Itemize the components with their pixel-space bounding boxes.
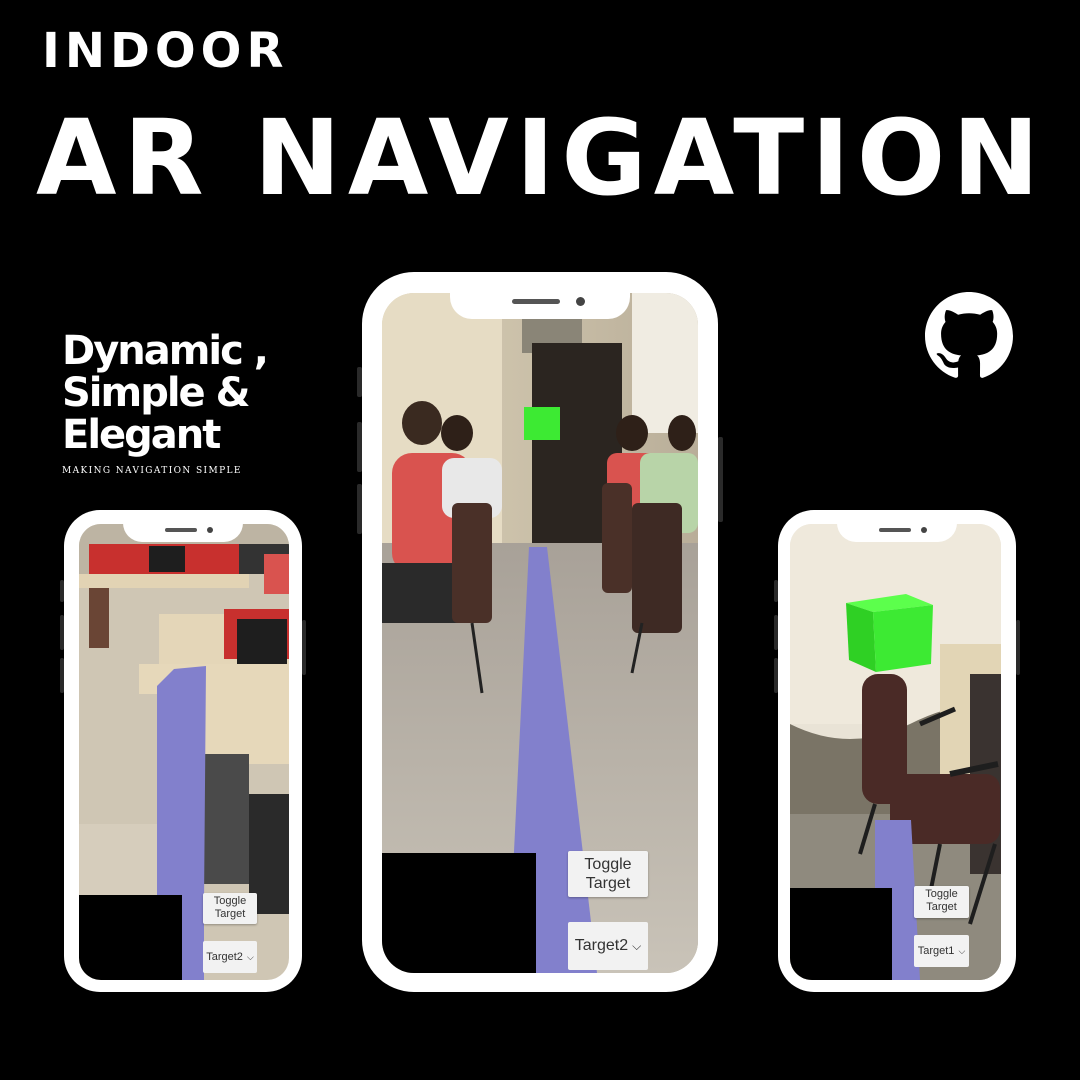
tagline-line-2: Simple & (62, 370, 250, 416)
chevron-down-icon: ⌵ (958, 945, 966, 956)
phone-side-button (60, 615, 64, 650)
toggle-target-label: Toggle Target (213, 895, 247, 920)
target-dropdown[interactable]: Target1 ⌵ (914, 935, 969, 967)
tagline-subtitle: MAKING NAVIGATION SIMPLE (62, 466, 242, 476)
camera-view: Toggle Target Target1 ⌵ (790, 524, 1001, 980)
phone-side-button (774, 658, 778, 693)
camera-view: Toggle Target Target2 ⌵ (79, 524, 289, 980)
tagline-line-1: Dynamic , (62, 328, 269, 374)
title-ar-navigation: AR NAVIGATION (36, 97, 1047, 219)
phone-notch (450, 291, 630, 319)
phone-side-button (774, 615, 778, 650)
target-dropdown-value: Target1 (917, 945, 955, 957)
phone-side-button (357, 422, 362, 472)
phone-center: Toggle Target Target2 ⌵ (357, 272, 723, 992)
minimap-box (382, 853, 536, 973)
toggle-target-label: Toggle Target (584, 856, 632, 892)
chevron-down-icon: ⌵ (246, 951, 254, 962)
phone-side-button (60, 580, 64, 602)
target-dropdown[interactable]: Target2 ⌵ (568, 922, 648, 970)
phone-side-button (302, 620, 306, 675)
github-icon[interactable] (925, 292, 1013, 380)
camera-view: Toggle Target Target2 ⌵ (382, 293, 698, 973)
toggle-target-button[interactable]: Toggle Target (203, 893, 257, 924)
title-indoor: INDOOR (42, 23, 289, 79)
toggle-target-label: Toggle Target (925, 888, 958, 913)
tagline: Dynamic , Simple & Elegant (62, 330, 302, 456)
tagline-line-3: Elegant (62, 412, 221, 458)
phone-side-button (774, 580, 778, 602)
toggle-target-button[interactable]: Toggle Target (914, 886, 969, 918)
chevron-down-icon: ⌵ (632, 938, 642, 953)
target-cube (846, 594, 933, 672)
minimap-box (79, 895, 182, 980)
target-cube (524, 407, 560, 440)
phone-notch (123, 523, 243, 542)
target-dropdown-value: Target2 (206, 951, 243, 963)
target-dropdown[interactable]: Target2 ⌵ (203, 941, 257, 973)
phone-side-button (357, 484, 362, 534)
minimap-box (790, 888, 892, 980)
target-dropdown-value: Target2 (574, 937, 629, 954)
phone-notch (837, 523, 957, 542)
phone-side-button (1016, 620, 1020, 675)
phone-side-button (60, 658, 64, 693)
phone-left: Toggle Target Target2 ⌵ (60, 510, 306, 992)
toggle-target-button[interactable]: Toggle Target (568, 851, 648, 897)
phone-side-button (718, 437, 723, 522)
phone-side-button (357, 367, 362, 397)
phone-right: Toggle Target Target1 ⌵ (774, 510, 1020, 992)
